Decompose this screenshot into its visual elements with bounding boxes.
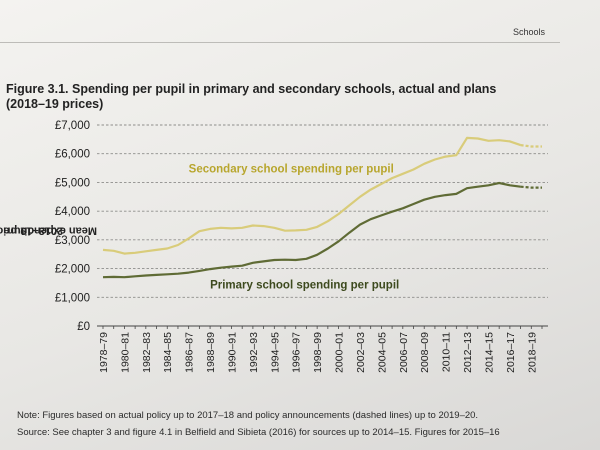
figure-title: Figure 3.1. Spending per pupil in primar… <box>6 82 566 112</box>
y-tick-label: £6,000 <box>55 149 90 161</box>
series-line-dashed-primary <box>520 185 542 189</box>
section-tag: Schools <box>512 27 545 37</box>
x-tick-label: 2010–11 <box>441 332 453 372</box>
x-tick-label: 2006–07 <box>398 332 410 373</box>
x-tick-label: 1982–83 <box>141 332 153 373</box>
y-tick-label: £1,000 <box>55 292 90 304</box>
x-tick-label: 2004–05 <box>376 332 388 373</box>
figure-note: Note: Figures based on actual policy up … <box>17 410 479 421</box>
x-tick-label: 2014–15 <box>483 332 495 373</box>
figure-title-line1: Figure 3.1. Spending per pupil in primar… <box>6 82 497 96</box>
x-tick-label: 1978–79 <box>98 332 110 373</box>
x-tick-label: 2008–09 <box>419 332 431 373</box>
figure-source: Source: See chapter 3 and figure 4.1 in … <box>17 427 500 438</box>
header-divider <box>0 42 560 43</box>
x-tick-label: 1988–89 <box>205 332 217 373</box>
x-tick-label: 1994–95 <box>269 332 281 373</box>
x-tick-label: 2016–17 <box>505 332 517 373</box>
y-tick-label: £4,000 <box>55 206 90 218</box>
x-tick-label: 1980–81 <box>119 332 131 373</box>
series-line-primary <box>102 181 521 279</box>
y-tick-label: £2,000 <box>55 264 90 276</box>
y-tick-label: £3,000 <box>55 235 90 247</box>
x-tick-label: 2018–19 <box>526 332 538 373</box>
series-line-dashed-secondary <box>520 144 542 148</box>
x-tick-label: 1992–93 <box>248 332 260 373</box>
x-tick-label: 2000–01 <box>334 332 346 373</box>
y-tick-label: £5,000 <box>55 177 90 189</box>
x-tick-label: 2002–03 <box>355 332 367 373</box>
figure-title-line2: (2018–19 prices) <box>6 97 104 111</box>
series-line-secondary <box>102 136 521 255</box>
y-tick-label: £0 <box>77 321 90 333</box>
x-tick-label: 2012–13 <box>462 332 474 373</box>
primary-series-label: Primary school spending per pupil <box>210 280 399 292</box>
secondary-series-label: Secondary school spending per pupil <box>189 163 394 175</box>
x-tick-label: 1986–87 <box>184 332 196 373</box>
x-tick-label: 1998–99 <box>312 332 324 373</box>
y-tick-label: £7,000 <box>55 120 90 132</box>
x-tick-label: 1996–97 <box>291 332 303 373</box>
x-tick-label: 1984–85 <box>162 332 174 373</box>
x-tick-label: 1990–91 <box>226 332 238 373</box>
